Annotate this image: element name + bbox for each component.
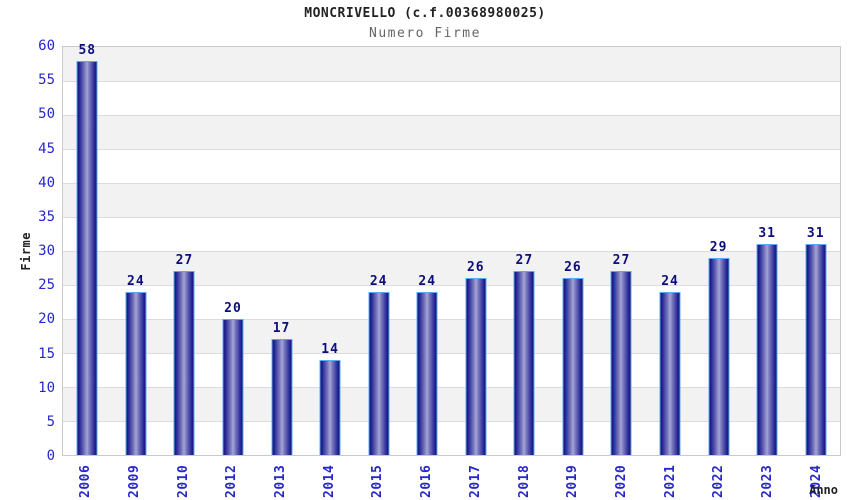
y-tick-label-30: 30 bbox=[38, 243, 55, 259]
bar-value-label-2016: 24 bbox=[418, 273, 437, 289]
x-tick-label-2022: 2022 bbox=[711, 464, 727, 498]
bar-2017 bbox=[465, 278, 487, 455]
plot-band bbox=[63, 421, 840, 455]
y-tick-label-60: 60 bbox=[38, 38, 55, 54]
bar-2019 bbox=[562, 278, 584, 455]
bar-slot-2016: 24 bbox=[403, 47, 452, 455]
x-tick-label-2013: 2013 bbox=[273, 464, 289, 498]
bar-value-label-2013: 17 bbox=[272, 321, 291, 337]
bar-2006 bbox=[76, 60, 98, 455]
x-tick-label-2009: 2009 bbox=[127, 464, 143, 498]
bar-2020 bbox=[610, 271, 632, 455]
bar-value-label-2018: 27 bbox=[515, 253, 534, 269]
x-tick-label-2010: 2010 bbox=[175, 464, 191, 498]
bar-slot-2017: 26 bbox=[452, 47, 501, 455]
bar-slot-2020: 27 bbox=[597, 47, 646, 455]
bar-slot-2019: 26 bbox=[549, 47, 598, 455]
bar-value-label-2012: 20 bbox=[224, 301, 242, 317]
bar-value-label-2020: 27 bbox=[612, 253, 631, 269]
bar-slot-2010: 27 bbox=[160, 47, 209, 455]
bar-value-label-2023: 31 bbox=[758, 226, 776, 242]
x-tick-label-2006: 2006 bbox=[78, 464, 94, 498]
x-tick-label-2014: 2014 bbox=[321, 464, 337, 498]
x-tick-label-2019: 2019 bbox=[565, 464, 581, 498]
plot-band bbox=[63, 47, 840, 81]
bar-2022 bbox=[708, 257, 730, 455]
plot-band bbox=[63, 285, 840, 319]
bar-value-label-2021: 24 bbox=[661, 273, 679, 289]
bar-2012 bbox=[222, 319, 244, 455]
bar-slot-2023: 31 bbox=[743, 47, 792, 455]
plot-band bbox=[63, 149, 840, 183]
plot-area: 58 24 27 20 17 14 24 24 26 27 26 27 24 29 31 31 bbox=[62, 43, 841, 456]
bar-slot-2018: 27 bbox=[500, 47, 549, 455]
y-axis: 0 5 10 15 20 25 30 35 40 45 50 55 60 bbox=[0, 38, 55, 464]
plot-band bbox=[63, 182, 840, 217]
x-tick-label-2020: 2020 bbox=[613, 464, 629, 498]
bar-value-label-2019: 26 bbox=[564, 260, 582, 276]
x-tick-label-2015: 2015 bbox=[370, 464, 386, 498]
y-tick-label-40: 40 bbox=[38, 174, 55, 191]
x-tick-label-2012: 2012 bbox=[224, 464, 240, 498]
bar-slot-2009: 24 bbox=[112, 47, 161, 455]
plot-band bbox=[63, 353, 840, 387]
bar-2018 bbox=[513, 271, 535, 455]
y-tick-label-0: 0 bbox=[46, 448, 55, 464]
y-tick-label-35: 35 bbox=[38, 208, 55, 225]
bar-value-label-2014: 14 bbox=[321, 341, 339, 357]
bar-2016 bbox=[416, 291, 438, 455]
bar-slot-2014: 14 bbox=[306, 47, 355, 455]
plot-band bbox=[63, 80, 840, 115]
x-tick-label-2017: 2017 bbox=[467, 464, 483, 498]
bar-2024 bbox=[805, 244, 827, 455]
bar-value-label-2015: 24 bbox=[369, 273, 388, 289]
bar-2009 bbox=[125, 291, 147, 455]
y-tick-label-5: 5 bbox=[46, 413, 55, 430]
y-tick-label-50: 50 bbox=[38, 106, 55, 123]
bar-value-label-2010: 27 bbox=[175, 253, 194, 269]
bar-slot-2012: 20 bbox=[209, 47, 258, 455]
y-tick-label-20: 20 bbox=[38, 311, 55, 328]
y-tick-label-55: 55 bbox=[38, 72, 55, 89]
x-tick-label-2023: 2023 bbox=[759, 464, 775, 498]
x-tick-label-2018: 2018 bbox=[516, 464, 532, 498]
chart-subtitle: Numero Firme bbox=[369, 26, 481, 41]
bar-2021 bbox=[659, 291, 681, 455]
y-tick-label-45: 45 bbox=[38, 140, 55, 157]
bar-2010 bbox=[173, 271, 195, 455]
x-tick-label-2016: 2016 bbox=[419, 464, 435, 498]
bar-slot-2021: 24 bbox=[646, 47, 695, 455]
bar-slot-2013: 17 bbox=[257, 47, 306, 455]
bar-value-label-2017: 26 bbox=[466, 260, 485, 276]
bar-value-label-2022: 29 bbox=[709, 239, 728, 255]
plot-band bbox=[63, 114, 840, 149]
bar-2023 bbox=[756, 244, 778, 455]
y-tick-label-10: 10 bbox=[38, 379, 55, 396]
x-axis: 2006 2009 2010 2012 2013 2014 2015 2016 2017 2018… bbox=[62, 461, 841, 499]
x-tick-label-2021: 2021 bbox=[662, 464, 678, 498]
bar-value-label-2006: 58 bbox=[78, 42, 97, 58]
chart-title: MONCRIVELLO (c.f.00368980025) bbox=[304, 6, 546, 21]
bar-2015 bbox=[368, 291, 390, 455]
bar-slot-2006: 58 bbox=[63, 43, 112, 455]
bar-value-label-2009: 24 bbox=[127, 273, 145, 289]
bar-slot-2022: 29 bbox=[694, 47, 743, 455]
bar-2014 bbox=[319, 359, 341, 455]
y-tick-label-25: 25 bbox=[38, 277, 55, 294]
bar-value-label-2024: 31 bbox=[806, 226, 825, 242]
bar-2013 bbox=[271, 339, 293, 455]
bar-slot-2024: 31 bbox=[791, 47, 840, 455]
x-axis-title: Anno bbox=[809, 483, 838, 497]
plot-band bbox=[63, 217, 840, 251]
y-tick-label-15: 15 bbox=[38, 345, 55, 362]
bar-slot-2015: 24 bbox=[354, 47, 403, 455]
